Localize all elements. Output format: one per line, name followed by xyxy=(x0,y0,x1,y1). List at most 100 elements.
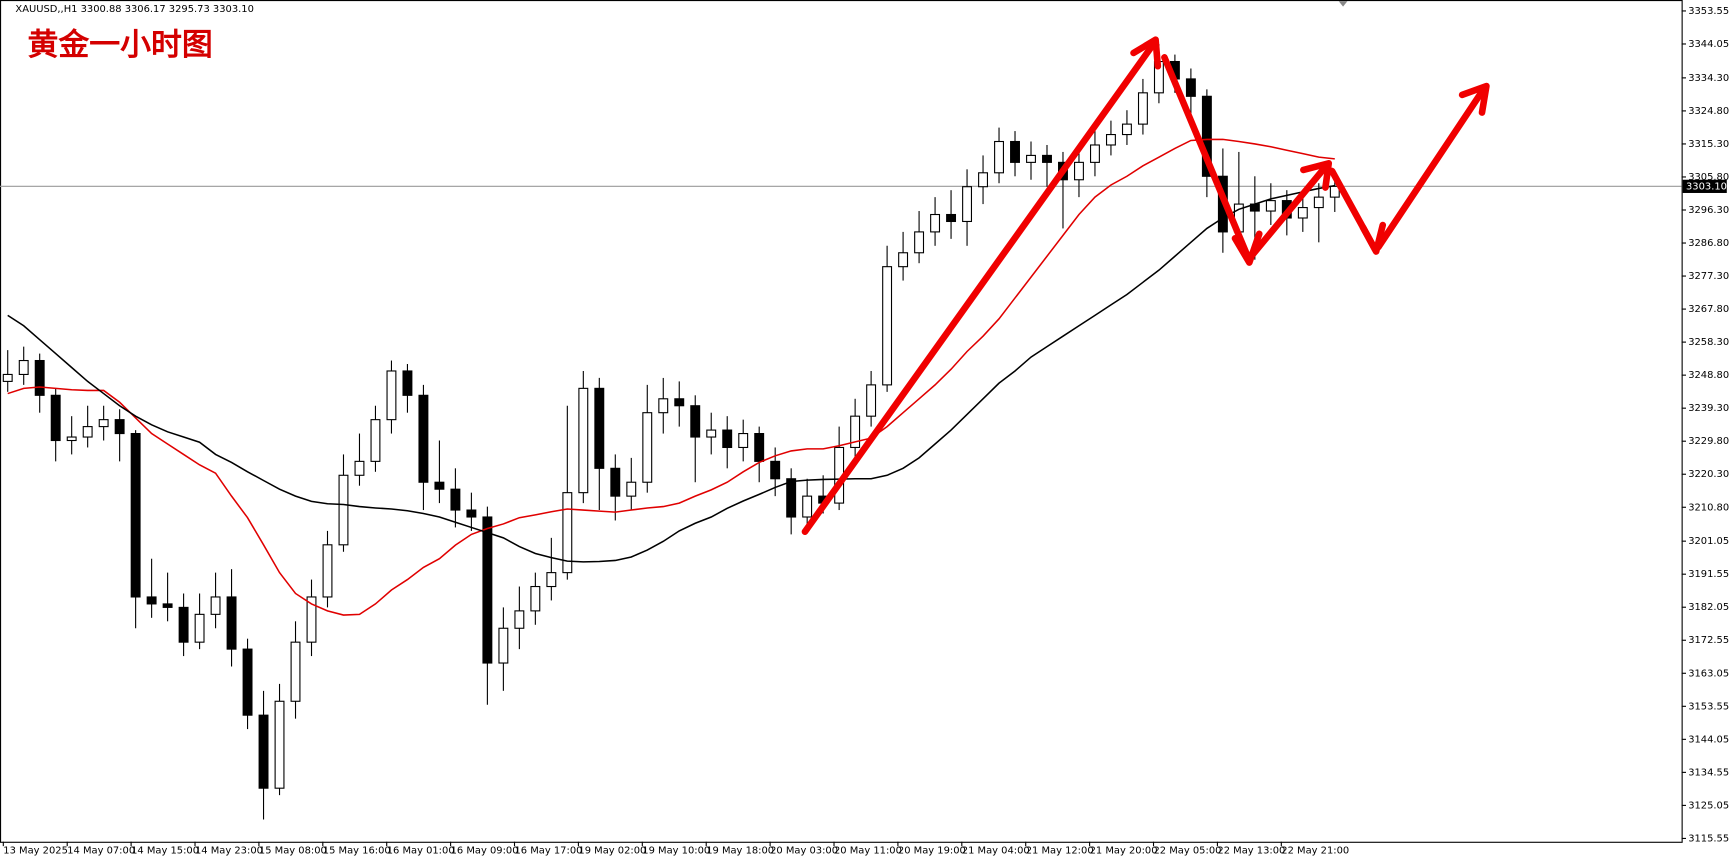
x-tick-label: 14 May 23:00 xyxy=(195,846,263,857)
candle-body xyxy=(1297,207,1308,219)
candle-body xyxy=(754,433,765,462)
y-tick-label: 3229.80 xyxy=(1688,436,1729,447)
y-tick-label: 3210.80 xyxy=(1688,502,1729,513)
y-tick-label: 3296.30 xyxy=(1688,205,1729,216)
x-tick-label: 19 May 02:00 xyxy=(578,846,646,857)
y-tick-label: 3115.55 xyxy=(1688,833,1729,844)
candle-body xyxy=(882,266,893,386)
candle-body xyxy=(898,252,909,268)
candle-body xyxy=(66,436,77,442)
y-tick-label: 3277.30 xyxy=(1688,271,1729,282)
x-tick-label: 20 May 03:00 xyxy=(770,846,838,857)
candle-body xyxy=(578,387,589,494)
candle-body xyxy=(610,467,621,497)
plot-frame xyxy=(0,0,1683,843)
candle-body xyxy=(1185,78,1196,97)
candle-body xyxy=(18,359,29,376)
x-tick-label: 21 May 04:00 xyxy=(962,846,1030,857)
y-tick-label: 3201.05 xyxy=(1688,536,1729,547)
y-tick-label: 3258.30 xyxy=(1688,337,1729,348)
price-tag-label: 3303.10 xyxy=(1686,181,1727,192)
candle-body xyxy=(1074,161,1084,181)
arrow xyxy=(1375,84,1488,251)
candle-body xyxy=(978,172,988,188)
candle-body xyxy=(626,481,637,497)
candle-body xyxy=(2,373,13,382)
price-tag-box xyxy=(1682,179,1727,193)
candle-body xyxy=(498,627,509,664)
arrow-head xyxy=(1300,159,1333,191)
candle-body xyxy=(530,585,541,612)
x-tick-label: 14 May 07:00 xyxy=(67,846,135,857)
plot-area xyxy=(0,44,1682,820)
candle-body xyxy=(242,648,253,716)
y-tick-label: 3344.05 xyxy=(1688,39,1729,50)
candle-body xyxy=(706,429,717,438)
y-tick-label: 3315.30 xyxy=(1688,139,1729,150)
x-tick-label: 16 May 17:00 xyxy=(515,846,583,857)
candle-body xyxy=(1010,140,1020,163)
candle-body xyxy=(402,370,413,396)
y-tick-label: 3239.30 xyxy=(1688,403,1729,414)
x-tick-label: 13 May 2025 xyxy=(3,846,68,857)
shift-marker xyxy=(1338,1,1348,7)
candle-body xyxy=(866,384,877,417)
candle-body xyxy=(178,606,189,643)
candle-body xyxy=(258,714,269,789)
chart-title: 黄金一小时图 xyxy=(28,27,213,63)
candle-body xyxy=(642,412,653,483)
y-tick-label: 3324.80 xyxy=(1688,106,1729,117)
candle-body xyxy=(1265,200,1276,212)
candle-body xyxy=(1121,123,1132,136)
candle-body xyxy=(34,359,45,396)
candle-body xyxy=(946,213,957,223)
arrow-head xyxy=(1130,36,1162,70)
candle-body xyxy=(98,419,109,428)
candle-body xyxy=(322,544,333,598)
y-tick-label: 3286.80 xyxy=(1688,238,1729,249)
candle-body xyxy=(274,700,285,789)
candle-body xyxy=(450,488,461,511)
candle-body xyxy=(162,603,173,608)
y-tick-label: 3248.80 xyxy=(1688,370,1729,381)
y-tick-label: 3153.55 xyxy=(1688,701,1729,712)
y-tick-label: 3220.30 xyxy=(1688,469,1729,480)
symbol-header: XAUUSD,,H1 3300.88 3306.17 3295.73 3303.… xyxy=(15,4,253,15)
y-tick-label: 3163.05 xyxy=(1688,668,1729,679)
candle-body xyxy=(514,610,525,629)
candle-body xyxy=(1313,196,1324,209)
candle-body xyxy=(930,213,941,233)
candle-body xyxy=(658,398,669,414)
candle-body xyxy=(1105,134,1116,146)
arrow-head xyxy=(1458,82,1490,116)
candle-body xyxy=(562,492,573,574)
candle-body xyxy=(1137,92,1148,125)
x-tick-label: 20 May 11:00 xyxy=(834,846,902,857)
y-tick-label: 3182.05 xyxy=(1688,602,1729,613)
x-tick-label: 19 May 10:00 xyxy=(642,846,710,857)
candle-body xyxy=(722,429,733,449)
x-tick-label: 22 May 21:00 xyxy=(1281,846,1349,857)
y-tick-label: 3334.30 xyxy=(1688,73,1729,84)
y-tick-label: 3144.05 xyxy=(1688,734,1729,745)
x-tick-label: 16 May 01:00 xyxy=(387,846,455,857)
moving-average xyxy=(7,138,1335,616)
x-tick-label: 21 May 12:00 xyxy=(1026,846,1094,857)
arrow-head xyxy=(1359,221,1387,255)
candle-body xyxy=(418,394,429,483)
candle-body xyxy=(1089,144,1100,163)
candle-body xyxy=(546,572,557,588)
y-tick-label: 3125.05 xyxy=(1688,800,1729,811)
y-tick-label: 3353.55 xyxy=(1688,6,1729,17)
candle-body xyxy=(146,596,157,605)
candle-body xyxy=(114,419,125,435)
arrow xyxy=(1161,54,1253,264)
arrow xyxy=(1248,162,1330,260)
candle-body xyxy=(354,460,365,476)
candle-body xyxy=(370,419,381,462)
candle-body xyxy=(674,398,685,407)
candle-body xyxy=(738,433,749,449)
